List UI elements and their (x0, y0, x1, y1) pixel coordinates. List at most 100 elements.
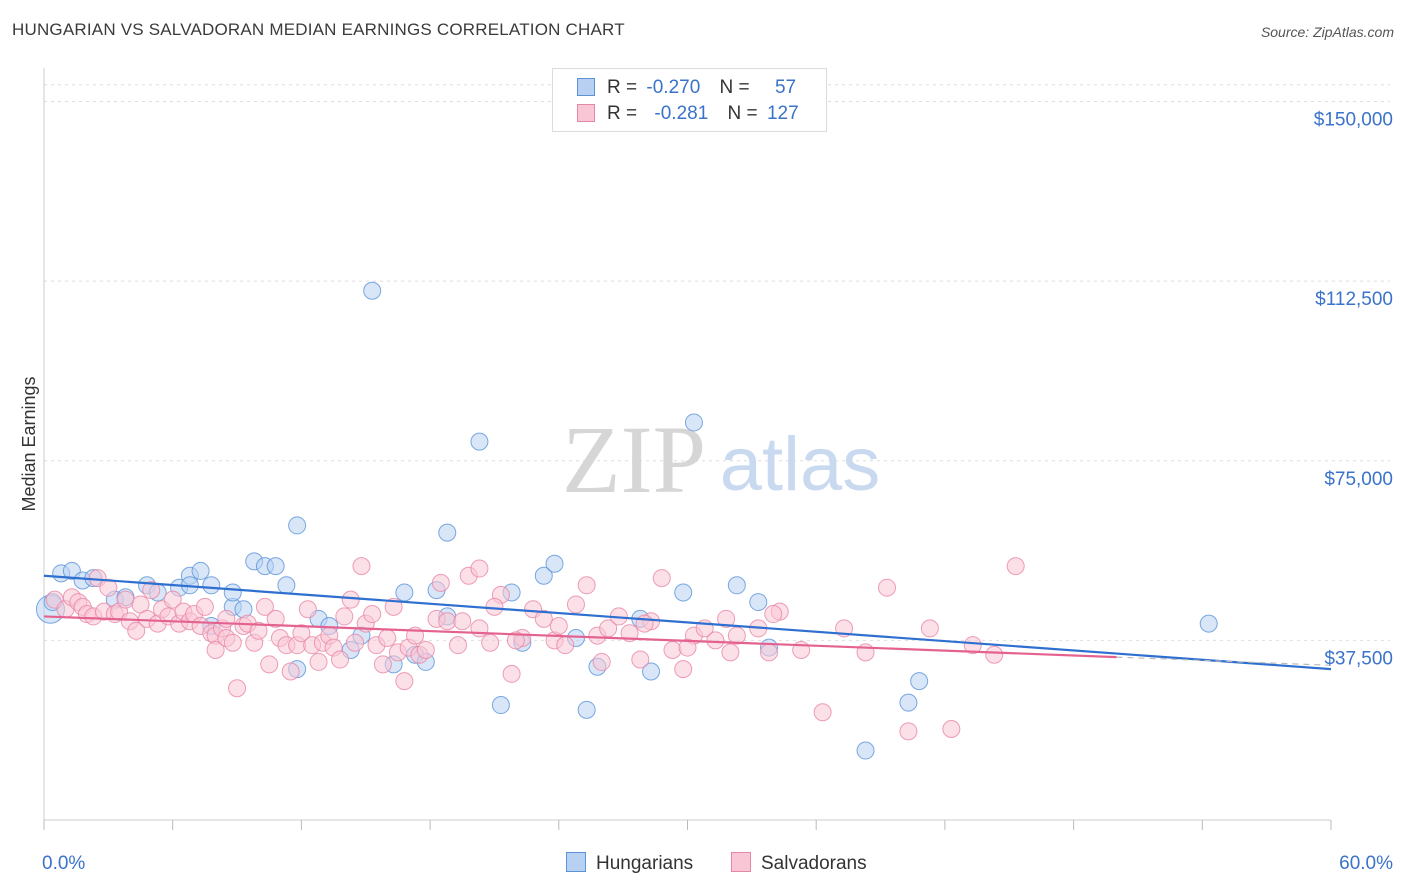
salvadoran-point (549, 617, 568, 636)
salvadoran-point (506, 631, 525, 650)
hungarian-point (910, 672, 929, 691)
hungarian-point (749, 593, 768, 612)
y-tick-label: $37,500 (1324, 648, 1393, 669)
salvadoran-point (331, 650, 350, 669)
salvadoran-point (877, 578, 896, 597)
salvadoran-point (163, 590, 182, 609)
salvadoran-point (652, 569, 671, 588)
salvadoran-point (431, 573, 450, 592)
y-tick-label: $112,500 (1315, 289, 1393, 310)
salvadoran-point (556, 636, 575, 655)
hungarian-point (288, 516, 307, 535)
hungarian-point (899, 693, 918, 712)
stats-legend-row-hungarians: R = -0.270 N = 57 (577, 77, 796, 99)
salvadoran-point (1006, 557, 1025, 576)
hungarian-point (491, 696, 510, 715)
hungarian-point (727, 576, 746, 595)
salvadoran-point (534, 609, 553, 628)
axis-labels: $37,500 $75,000 $112,500 $150,000 0.0% 60.0% M… (19, 110, 1393, 874)
hungarian-swatch (577, 78, 595, 96)
hungarian-point (470, 432, 489, 451)
salvadoran-point (899, 722, 918, 741)
salvadoran-point (217, 609, 236, 628)
salvadoran-point (577, 576, 596, 595)
salvadoran-point (674, 660, 693, 679)
hungarian-point (266, 557, 285, 576)
salvadoran-point (706, 631, 725, 650)
salvadoran-point (127, 621, 146, 640)
data-points (35, 281, 1218, 760)
salvadoran-point (470, 619, 489, 638)
hungarian-point (577, 700, 596, 719)
hungarian-point (395, 583, 414, 602)
salvadoran-point (448, 636, 467, 655)
salvadoran-point (592, 652, 611, 671)
salvadoran-point (635, 614, 654, 633)
axes (43, 68, 1332, 830)
salvadoran-point (292, 624, 311, 643)
hungarian-swatch (566, 852, 586, 872)
salvadoran-point (228, 679, 247, 698)
salvadoran-point (813, 703, 832, 722)
salvadoran-point (363, 605, 382, 624)
hungarian-point (438, 523, 457, 542)
salvadoran-point (485, 597, 504, 616)
salvadoran-point (298, 600, 317, 619)
salvadoran-point (373, 655, 392, 674)
legend-label-salvadorans: Salvadorans (761, 853, 867, 874)
salvadoran-point (206, 640, 225, 659)
hungarian-point (223, 583, 242, 602)
salvadoran-point (942, 719, 961, 738)
salvadoran-point (346, 633, 365, 652)
y-tick-label: $150,000 (1314, 110, 1393, 131)
salvadoran-point (249, 621, 268, 640)
salvadoran-point (99, 578, 118, 597)
salvadoran-point (255, 597, 274, 616)
hungarian-point (856, 741, 875, 760)
legend-item-hungarians[interactable]: Hungarians (566, 852, 693, 875)
chart-title: HUNGARIAN VS SALVADORAN MEDIAN EARNINGS … (12, 20, 625, 39)
salvadoran-point (631, 650, 650, 669)
salvadoran-point (453, 612, 472, 631)
salvadoran-point (721, 643, 740, 662)
salvadoran-point (663, 640, 682, 659)
hungarian-point (202, 576, 221, 595)
hungarian-trend-line (43, 574, 1332, 671)
hungarian-point (534, 566, 553, 585)
salvadoran-point (481, 633, 500, 652)
trend-lines (43, 574, 1332, 671)
salvadoran-point (352, 557, 371, 576)
salvadoran-point (678, 638, 697, 657)
salvadoran-point (378, 628, 397, 647)
stats-legend: R = -0.270 N = 57 R = -0.281 N = 127 (552, 68, 827, 132)
salvadoran-point (142, 581, 161, 600)
salvadoran-trend-line (43, 615, 1117, 659)
hungarian-point (363, 281, 382, 300)
r-value-salvadorans: -0.281 (654, 103, 709, 124)
y-tick-label: $75,000 (1324, 469, 1393, 490)
hungarian-point (642, 662, 661, 681)
grid-lines (44, 84, 1390, 641)
hungarian-point (1199, 614, 1218, 633)
n-value-salvadorans: 127 (766, 103, 799, 124)
hungarian-point (545, 554, 564, 573)
watermark-zip: ZIP (562, 406, 706, 513)
legend-item-salvadorans[interactable]: Salvadorans (731, 852, 867, 875)
hungarian-point (674, 583, 693, 602)
legend-label-hungarians: Hungarians (596, 853, 694, 874)
salvadoran-point (116, 590, 135, 609)
salvadoran-point (335, 607, 354, 626)
salvadoran-swatch (731, 852, 751, 872)
salvadoran-point (266, 609, 285, 628)
stats-legend-row-salvadorans: R = -0.281 N = 127 (577, 103, 799, 125)
salvadoran-point (760, 643, 779, 662)
hungarian-point (277, 576, 296, 595)
salvadoran-point (963, 636, 982, 655)
y-axis-label: Median Earnings (19, 376, 39, 511)
salvadoran-point (195, 597, 214, 616)
r-value-hungarians: -0.270 (646, 77, 701, 98)
salvadoran-point (341, 590, 360, 609)
n-label: N = (719, 77, 750, 98)
salvadoran-swatch (577, 104, 595, 122)
watermark: ZIP atlas (562, 406, 880, 513)
